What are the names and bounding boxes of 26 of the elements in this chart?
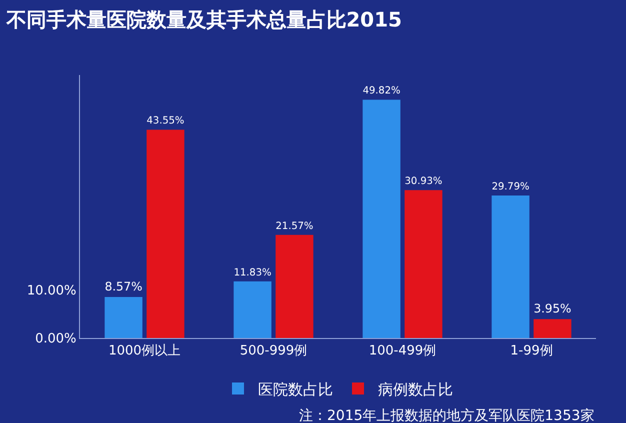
- data-label: 3.95%: [534, 301, 572, 316]
- data-label: 49.82%: [362, 86, 400, 97]
- data-label: 8.57%: [104, 279, 142, 294]
- bar: [104, 297, 142, 338]
- y-tick-label: 10.00%: [26, 284, 76, 299]
- data-label: 30.93%: [404, 176, 442, 188]
- data-label: 29.79%: [492, 182, 530, 193]
- text: 注：2015年上报数据的地方及军队医院1353家: [299, 408, 594, 423]
- data-label: 21.57%: [276, 220, 314, 232]
- bar: [492, 196, 530, 338]
- data-label: 11.83%: [234, 267, 272, 278]
- bar: [534, 319, 572, 338]
- x-tick-label: 100-499例: [368, 344, 436, 359]
- legend-label: 病例数占比: [378, 380, 453, 398]
- x-tick-label: 1000例以上: [108, 344, 181, 359]
- legend-label: 医院数占比: [258, 380, 333, 398]
- bar: [146, 130, 184, 338]
- chart-title: 不同手术量医院数量及其手术总量占比2015: [5, 8, 402, 32]
- bar: [404, 190, 442, 338]
- data-label: 43.55%: [146, 116, 184, 127]
- y-tick-label: 0.00%: [35, 332, 76, 347]
- x-tick-label: 1-99例: [510, 344, 553, 359]
- bar: [234, 281, 272, 338]
- bar: [276, 234, 314, 338]
- bar: [362, 100, 400, 338]
- x-tick-label: 500-999例: [240, 344, 308, 359]
